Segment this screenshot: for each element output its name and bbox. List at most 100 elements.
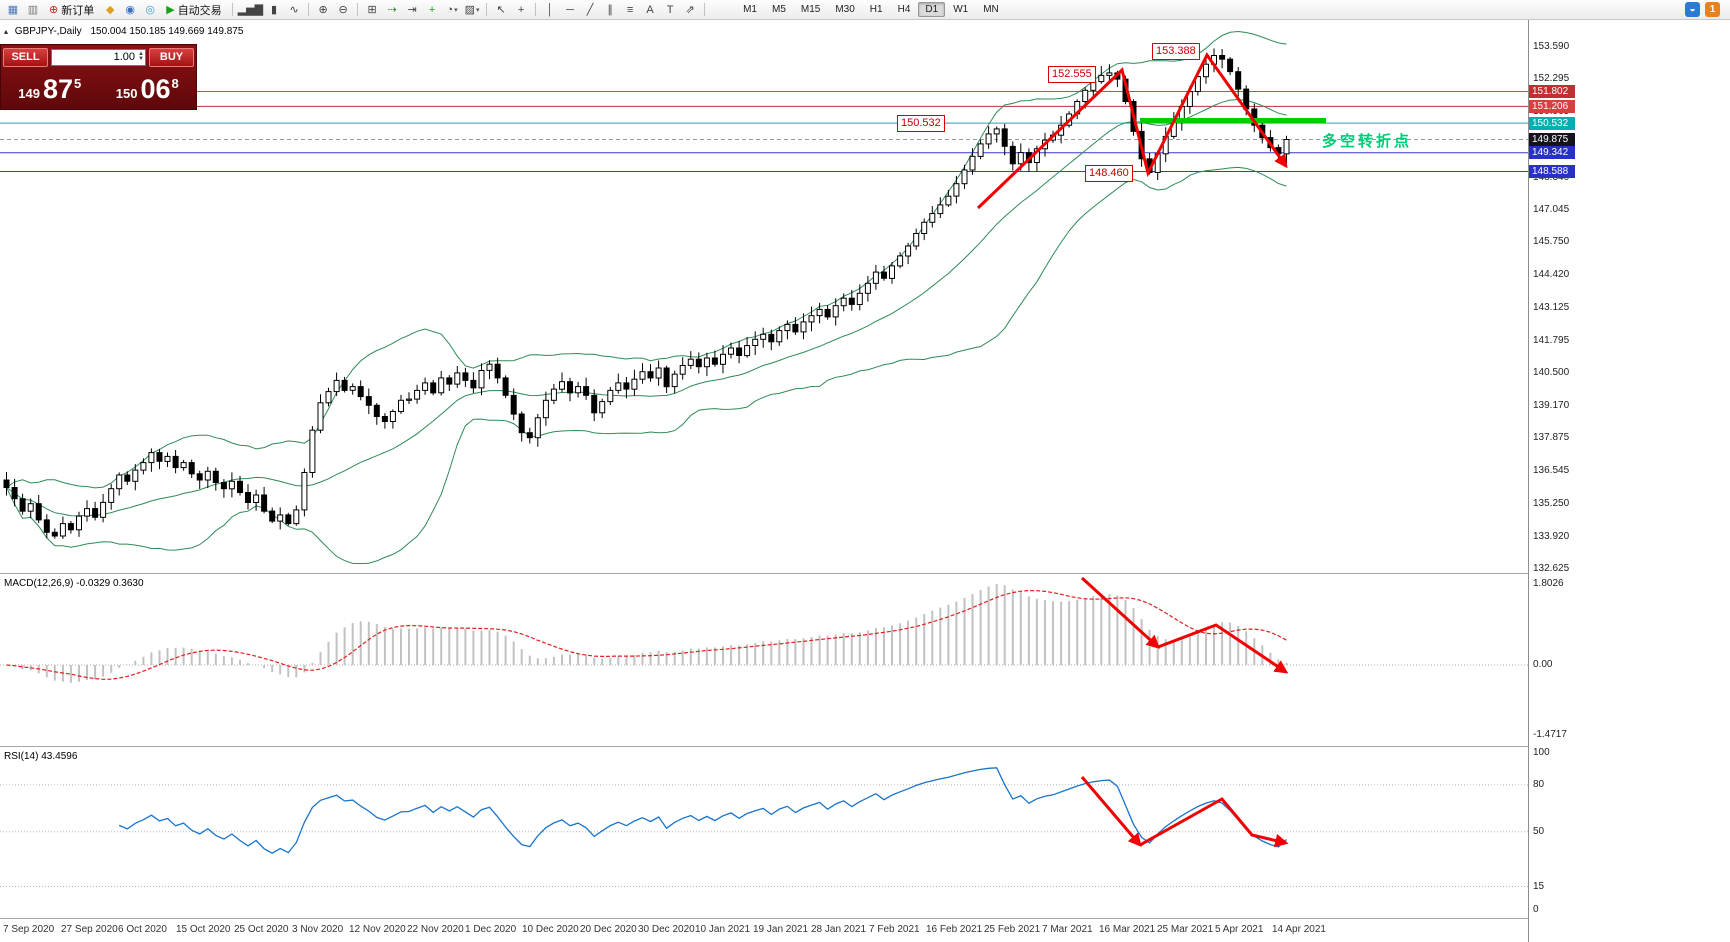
- rsi-panel[interactable]: [0, 747, 1528, 918]
- data-window-icon: ◎: [145, 4, 156, 16]
- mql-community-icon[interactable]: ◆: [101, 2, 119, 18]
- periods-icon[interactable]: ◔ ▾: [443, 2, 461, 18]
- turning-point-note[interactable]: 多空转折点: [1322, 133, 1413, 150]
- vertical-line-icon[interactable]: │: [541, 2, 559, 18]
- toolbar-separator: [308, 3, 310, 16]
- zoom-out-icon[interactable]: ⊖: [334, 2, 352, 18]
- price-tick: 143.125: [1533, 302, 1570, 313]
- toolbar-separator: [704, 3, 706, 16]
- one-click-toggle-icon[interactable]: ▴: [4, 27, 9, 36]
- time-axis[interactable]: 7 Sep 2020 27 Sep 2020 6 Oct 2020 15 Oct 20…: [0, 919, 1528, 942]
- templates-icon-caret[interactable]: ▾: [476, 6, 480, 14]
- text-icon[interactable]: A: [641, 2, 659, 18]
- price-tick: 141.795: [1533, 335, 1570, 346]
- rsi-axis-tick: 80: [1533, 779, 1545, 790]
- horizontal-line-icon[interactable]: ─: [561, 2, 579, 18]
- price-annotation[interactable]: 148.460: [1085, 165, 1133, 182]
- timeframe-D1[interactable]: D1: [918, 2, 946, 17]
- price-annotation[interactable]: 152.555: [1048, 66, 1096, 83]
- timeframe-MN[interactable]: MN: [983, 4, 999, 15]
- crosshair-icon[interactable]: +: [512, 2, 530, 18]
- zoom-in-icon[interactable]: ⊕: [314, 2, 332, 18]
- date-label: 5 Apr 2021: [1215, 924, 1264, 935]
- macd-panel[interactable]: [0, 574, 1528, 746]
- price-level-badge: 151.206: [1529, 100, 1575, 113]
- indicators-icon[interactable]: +: [423, 2, 441, 18]
- toolbar: ▦ ▥ ⊕ 新订单 ◆ ◉ ◎ ▶ 自动交易 ▂▅▇ ▮ ∿ ⊕ ⊖ ⊞ ⇢ ⇥ + ◔ ▾ ▨ ▾ ↖ + │ ─ ╱ ∥ ≡ A T ⇗ M…: [0, 0, 1730, 20]
- ask-sup: 8: [171, 76, 179, 91]
- lot-up-icon[interactable]: ▲: [138, 51, 144, 57]
- new-chart-icon[interactable]: ▦: [4, 2, 22, 18]
- lot-stepper[interactable]: ▲ ▼: [138, 51, 144, 62]
- channel-icon[interactable]: ∥: [601, 2, 619, 18]
- market-watch-icon[interactable]: ◉: [121, 2, 139, 18]
- date-label: 19 Jan 2021: [753, 924, 809, 935]
- trendline-icon[interactable]: ╱: [581, 2, 599, 18]
- community-icon[interactable]: ◒: [1685, 2, 1700, 17]
- bid-big: 87: [42, 73, 73, 104]
- date-label: 6 Oct 2020: [118, 924, 167, 935]
- candlestick-chart-icon: ▮: [271, 4, 278, 16]
- label-icon[interactable]: T: [661, 2, 679, 18]
- bid-price[interactable]: 149 87 5: [1, 69, 99, 109]
- fibonacci-icon[interactable]: ≡: [621, 2, 639, 18]
- date-label: 10 Dec 2020: [522, 924, 579, 935]
- price-annotation[interactable]: 153.388: [1152, 43, 1200, 60]
- timeframe-M30[interactable]: M30: [835, 4, 855, 15]
- auto-scroll-icon[interactable]: ⇢: [383, 2, 401, 18]
- buy-button[interactable]: BUY: [149, 47, 194, 67]
- profiles-icon[interactable]: ▥: [24, 2, 42, 18]
- auto-trading-button[interactable]: ▶ 自动交易: [161, 2, 226, 18]
- price-chart[interactable]: [0, 20, 1528, 573]
- timeframe-M5[interactable]: M5: [771, 4, 786, 15]
- new-order-button[interactable]: ⊕ 新订单: [44, 2, 99, 18]
- price-annotation[interactable]: 150.532: [897, 115, 945, 132]
- macd-axis-tick: 0.00: [1533, 659, 1553, 670]
- time-axis-separator: [0, 918, 1730, 919]
- chart-shift-icon: ⇥: [407, 4, 417, 16]
- timeframe-M1[interactable]: M1: [743, 4, 757, 15]
- cursor-icon[interactable]: ↖: [492, 2, 510, 18]
- data-window-icon[interactable]: ◎: [141, 2, 159, 18]
- date-label: 12 Nov 2020: [349, 924, 406, 935]
- periods-icon-caret[interactable]: ▾: [454, 6, 458, 14]
- price-axis[interactable]: 153.590152.295150.965149.670148.340147.0…: [1528, 20, 1730, 942]
- timeframe-W1[interactable]: W1: [953, 4, 969, 15]
- line-chart-icon[interactable]: ∿: [285, 2, 303, 18]
- timeframe-H4[interactable]: H4: [897, 4, 911, 15]
- price-tick: 140.500: [1533, 367, 1570, 378]
- ohlc-values: 150.004 150.185 149.669 149.875: [90, 26, 244, 37]
- new-order-button-label: 新订单: [61, 4, 95, 17]
- toolbar-separator: [535, 3, 537, 16]
- cursor-icon: ↖: [496, 4, 506, 16]
- price-tick: 137.875: [1533, 432, 1570, 443]
- ask-price[interactable]: 150 06 8: [99, 69, 197, 109]
- chart-shift-icon[interactable]: ⇥: [403, 2, 421, 18]
- rsi-separator[interactable]: [0, 746, 1730, 747]
- auto-trading-button: ▶: [166, 4, 175, 16]
- date-label: 30 Dec 2020: [638, 924, 695, 935]
- label-icon: T: [666, 3, 674, 16]
- arrows-icon[interactable]: ⇗: [681, 2, 699, 18]
- bar-chart-icon[interactable]: ▂▅▇: [238, 2, 263, 18]
- templates-icon[interactable]: ▨ ▾: [463, 2, 481, 18]
- bid-prefix: 149: [18, 86, 40, 101]
- tile-windows-icon[interactable]: ⊞: [363, 2, 381, 18]
- sell-button[interactable]: SELL: [3, 47, 48, 67]
- candlestick-chart-icon[interactable]: ▮: [265, 2, 283, 18]
- chart-title: ▴ GBPJPY-,Daily 150.004 150.185 149.669 …: [4, 26, 243, 37]
- date-label: 25 Feb 2021: [984, 924, 1041, 935]
- timeframe-H1[interactable]: H1: [869, 4, 883, 15]
- horizontal-line-icon: ─: [566, 3, 574, 16]
- lot-size-input[interactable]: 1.00 ▲ ▼: [51, 48, 146, 66]
- ask-big: 06: [140, 73, 171, 104]
- timeframe-M15[interactable]: M15: [800, 4, 821, 15]
- macd-separator[interactable]: [0, 573, 1730, 574]
- macd-indicator-label: MACD(12,26,9) -0.0329 0.3630: [4, 578, 144, 589]
- notification-badge[interactable]: 1: [1705, 2, 1720, 17]
- lot-down-icon[interactable]: ▼: [138, 56, 144, 62]
- indicators-icon: +: [428, 3, 436, 16]
- symbol-period-label: GBPJPY-,Daily: [14, 26, 82, 37]
- date-label: 14 Apr 2021: [1272, 924, 1326, 935]
